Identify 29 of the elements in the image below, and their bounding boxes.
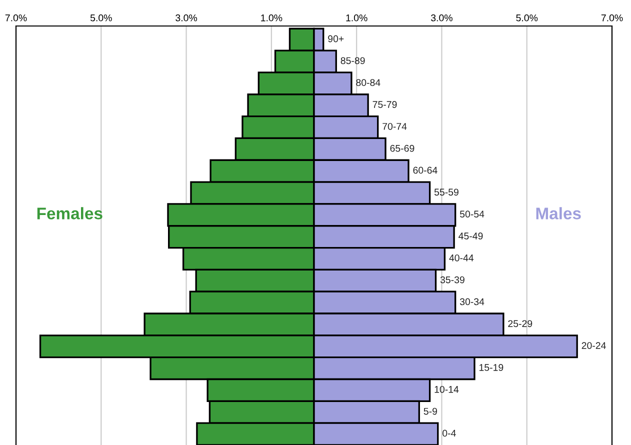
- text: Females: [37, 207, 102, 220]
- y-tick-label: 60-64: [413, 166, 438, 174]
- y-tick-label: 50-54: [460, 210, 484, 218]
- x-tick-label: 1.0%: [261, 14, 282, 22]
- y-tick-label: 75-79: [372, 101, 397, 108]
- y-tick-label: 20-24: [582, 342, 606, 349]
- y-tick-label: 35-39: [440, 276, 464, 284]
- y-tick-label: 30-34: [460, 298, 484, 306]
- y-tick-label: 10-14: [434, 386, 459, 393]
- x-tick-label: 7.0%: [601, 14, 623, 22]
- y-tick-label: 0-4: [442, 430, 456, 437]
- y-tick-label: 65-69: [390, 144, 414, 152]
- y-tick-label: 70-74: [382, 122, 407, 130]
- y-tick-label: 25-29: [508, 320, 532, 328]
- y-tick-label: 45-49: [458, 232, 483, 240]
- x-tick-label: 3.0%: [431, 14, 452, 22]
- x-tick-label: 5.0%: [516, 14, 538, 22]
- y-tick-label: 5-9: [424, 408, 437, 415]
- x-tick-label: 5.0%: [90, 14, 112, 22]
- y-tick-label: 15-19: [479, 364, 504, 371]
- x-tick-label: 3.0%: [176, 14, 198, 22]
- x-tick-label: 1.0%: [346, 14, 368, 22]
- y-tick-label: 80-84: [356, 79, 380, 86]
- y-tick-label: 55-59: [434, 188, 458, 196]
- text: Males: [536, 207, 581, 220]
- y-tick-label: 90+: [328, 35, 344, 42]
- y-tick-label: 40-44: [449, 254, 474, 262]
- y-tick-label: 85-89: [340, 57, 365, 64]
- x-tick-label: 7.0%: [5, 14, 27, 22]
